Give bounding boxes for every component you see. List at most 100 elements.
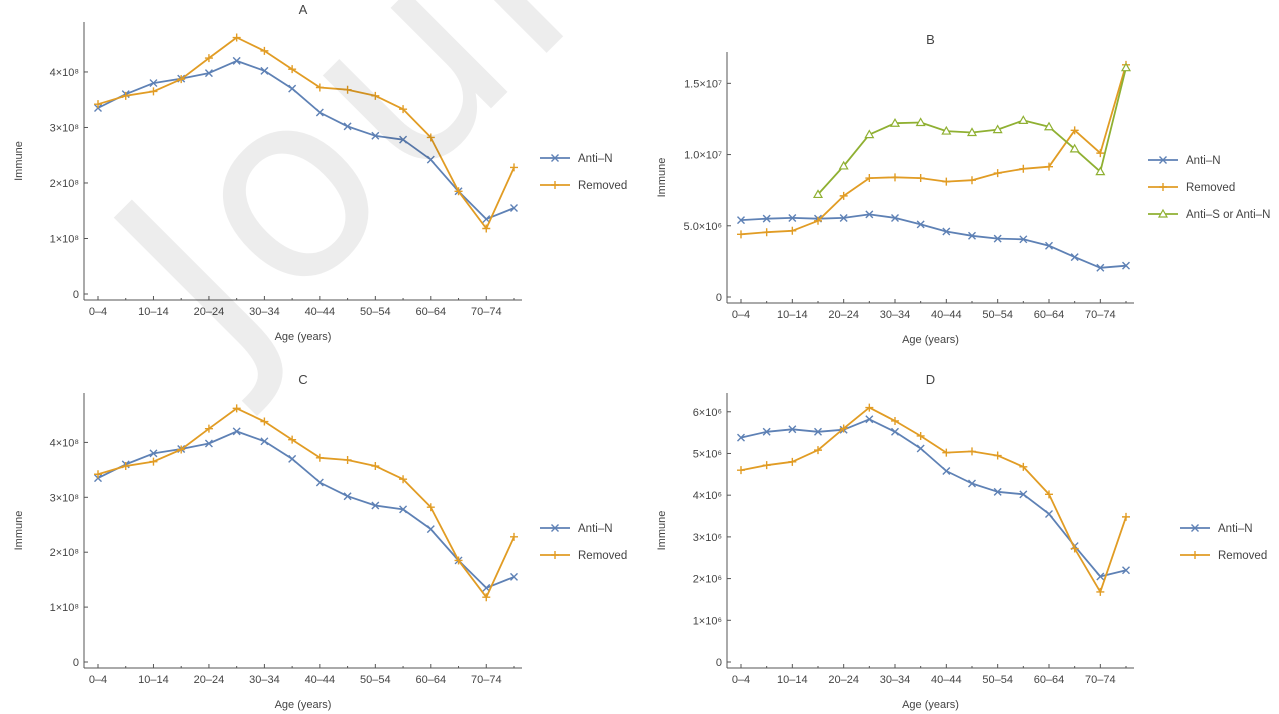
panel-c-data-point: [343, 455, 352, 464]
panel-c-legend-entry: Removed: [540, 550, 627, 562]
panel-a-legend-entry: Removed: [540, 180, 627, 192]
panel-d-data-point: [942, 448, 951, 457]
panel-a-title: A: [299, 2, 308, 17]
panel-c-series-1: [94, 404, 518, 602]
panel-c-title: C: [298, 372, 307, 387]
panel-b-data-point: [1070, 253, 1079, 262]
panel-a-data-point: [204, 54, 213, 63]
panel-d-data-point: [737, 433, 745, 442]
panel-c-data-point: [204, 439, 213, 448]
panel-b-data-point: [838, 160, 849, 170]
panel-b-x-tick-label: 50–54: [982, 309, 1013, 321]
panel-d-data-point: [968, 479, 976, 488]
panel-b-data-point: [1043, 121, 1055, 131]
panel-d-data-point: [1019, 490, 1028, 499]
panel-d-x-label: Age (years): [902, 699, 959, 711]
panel-c-data-point: [371, 462, 380, 471]
panel-b-series-1: [737, 60, 1130, 239]
panel-d-legend-marker: [1191, 551, 1199, 559]
panel-c-data-point: [399, 475, 408, 484]
panel-c-legend-entry: Anti–N: [540, 523, 613, 535]
panel-b-data-point: [915, 117, 926, 127]
panel-b-x-tick-label: 10–14: [777, 309, 808, 321]
panel-d-data-point: [891, 427, 899, 436]
panel-b-title: B: [926, 32, 935, 47]
panel-c-legend-marker: [551, 551, 559, 559]
panel-b-data-point: [889, 118, 901, 127]
panel-b-x-tick-label: 30–34: [880, 309, 911, 321]
panel-d-x-tick-label: 20–24: [828, 674, 859, 686]
panel-d-legend-label: Anti–N: [1218, 523, 1253, 535]
panel-a-x-tick-label: 20–24: [194, 306, 225, 318]
panel-a-x-tick-label: 50–54: [360, 306, 391, 318]
panel-b-series-line: [740, 213, 1127, 269]
panel-c: C 0 1×10⁸ 2×10⁸ 3×10⁸ 4×10⁸ 0–4 10–14 20–24 30–34…: [13, 372, 627, 711]
panel-a-series-1: [94, 33, 518, 233]
panel-b-data-point: [1069, 143, 1080, 153]
panel-c-y-label: Immune: [13, 511, 25, 551]
panel-d-y-tick-label: 2×10⁶: [693, 574, 722, 586]
panel-d-data-point: [993, 487, 1002, 496]
panel-b-legend-label: Anti–N: [1186, 155, 1221, 167]
panel-c-x-tick-label: 50–54: [360, 674, 391, 686]
panel-b-data-point: [1018, 115, 1029, 124]
panel-b-data-point: [942, 177, 951, 186]
panel-b-data-point: [968, 231, 976, 240]
panel-d-data-point: [814, 446, 822, 455]
panel-d-y-tick-label: 1×10⁶: [693, 615, 722, 627]
panel-d-series-line: [740, 406, 1127, 593]
panel-c-data-point: [232, 404, 241, 413]
panel-c-data-point: [121, 462, 130, 471]
panel-c-y-tick-label: 0: [73, 657, 79, 669]
panel-b-data-point: [1096, 263, 1105, 272]
panel-b-data-point: [916, 174, 925, 183]
panel-c-data-point: [343, 492, 352, 501]
panel-c-series-0: [94, 427, 518, 592]
panel-a-legend-entry: Anti–N: [540, 153, 613, 165]
panel-a-data-point: [204, 69, 213, 78]
panel-d-data-point: [1019, 462, 1028, 471]
panel-c-x-tick-label: 10–14: [138, 674, 169, 686]
panel-b-data-point: [992, 124, 1003, 134]
panel-b-legend-marker: [1157, 208, 1169, 218]
panel-a-x-tick-label: 10–14: [138, 306, 169, 318]
panel-a-data-point: [454, 187, 463, 196]
panel-b-x-label: Age (years): [902, 334, 959, 346]
panel-d-data-point: [839, 424, 848, 433]
panel-c-data-point: [149, 457, 158, 466]
panel-c-data-point: [454, 556, 463, 565]
panel-b-data-point: [865, 210, 874, 219]
panel-a-data-point: [260, 66, 269, 75]
panel-a-data-point: [399, 135, 408, 144]
panel-b-data-point: [916, 220, 925, 229]
panel-a-data-point: [426, 155, 435, 164]
panel-a-x-label: Age (years): [275, 331, 332, 343]
panel-a-y-tick-label: 1×10⁸: [50, 233, 79, 245]
panel-d-data-point: [1045, 509, 1053, 518]
panel-d-series-1: [737, 403, 1130, 596]
panel-a-data-point: [399, 105, 408, 114]
panel-a-series-0: [94, 56, 518, 224]
panel-c-y-tick-label: 4×10⁸: [50, 437, 79, 449]
panel-d-data-point: [762, 461, 771, 470]
panel-a-data-point: [232, 33, 241, 42]
panel-d-y-tick-label: 4×10⁶: [693, 490, 722, 502]
panel-c-series-line: [97, 430, 515, 589]
panel-b-y-tick-label: 5.0×10⁶: [684, 221, 722, 233]
panel-d-x-tick-label: 70–74: [1085, 674, 1116, 686]
panel-b-data-point: [1070, 126, 1079, 135]
panel-a-x-tick-label: 30–34: [249, 306, 280, 318]
panel-a-data-point: [177, 75, 186, 84]
panel-d-x-tick-label: 0–4: [732, 674, 750, 686]
panel-d-data-point: [1122, 566, 1130, 575]
panel-d-legend-label: Removed: [1218, 550, 1267, 562]
panel-b-x-tick-label: 40–44: [931, 309, 962, 321]
panel-b-series-0: [737, 210, 1130, 272]
panel-a-y-tick-label: 2×10⁸: [50, 178, 79, 190]
panel-c-data-point: [315, 453, 324, 462]
panel-b-data-point: [993, 234, 1002, 243]
panel-b-data-point: [891, 173, 899, 182]
panel-b-data-point: [1095, 166, 1106, 176]
panel-d-legend-marker: [1191, 524, 1199, 532]
panel-b-y-tick-label: 0: [716, 292, 722, 304]
